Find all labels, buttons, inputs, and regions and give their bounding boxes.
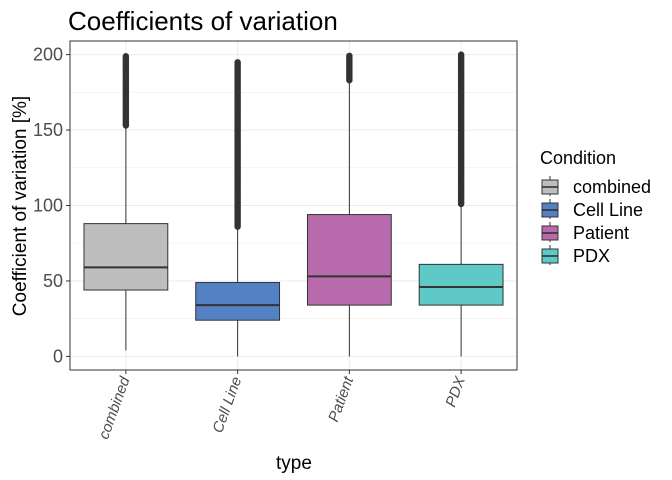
box-iqr: [306, 214, 392, 306]
x-tick-label: Patient: [325, 374, 357, 424]
y-tick-label: 50: [43, 271, 63, 291]
y-axis-label: Coefficient of variation [%]: [10, 96, 31, 316]
x-tick-label: PDX: [442, 374, 469, 410]
legend-item: PDX: [541, 245, 610, 266]
y-tick-label: 150: [33, 120, 63, 140]
x-axis: combined Cell Line Patient PDX: [95, 370, 469, 441]
outlier-point: [457, 51, 465, 58]
legend-label: Patient: [573, 223, 629, 243]
y-tick-label: 100: [33, 196, 63, 216]
box-patient: [306, 52, 392, 357]
box-combined: [83, 53, 169, 351]
box-iqr: [83, 223, 169, 291]
outlier-point: [122, 53, 130, 60]
legend: Condition combined Cell Line Patient PDX: [540, 148, 651, 266]
box-cell-line: [195, 59, 281, 357]
box-pdx: [418, 51, 504, 357]
legend-title: Condition: [540, 148, 616, 168]
legend-item: combined: [541, 176, 651, 197]
legend-label: PDX: [573, 246, 610, 266]
y-tick-label: 200: [33, 45, 63, 65]
legend-label: Cell Line: [573, 200, 643, 220]
y-axis: 0 50 100 150 200: [33, 45, 70, 366]
y-tick-label: 0: [53, 346, 63, 366]
box-series: [83, 51, 504, 357]
legend-item: Patient: [541, 222, 629, 243]
x-tick-label: combined: [95, 374, 133, 442]
box-iqr: [418, 263, 504, 306]
legend-label: combined: [573, 177, 651, 197]
box-iqr: [195, 281, 281, 321]
x-axis-label: type: [276, 453, 312, 474]
x-tick-label: Cell Line: [209, 375, 245, 436]
outlier-point: [346, 52, 353, 59]
outlier-point: [234, 59, 241, 66]
legend-item: Cell Line: [541, 199, 643, 220]
chart-title: Coefficients of variation: [68, 6, 338, 36]
plot-border: [69, 40, 518, 371]
